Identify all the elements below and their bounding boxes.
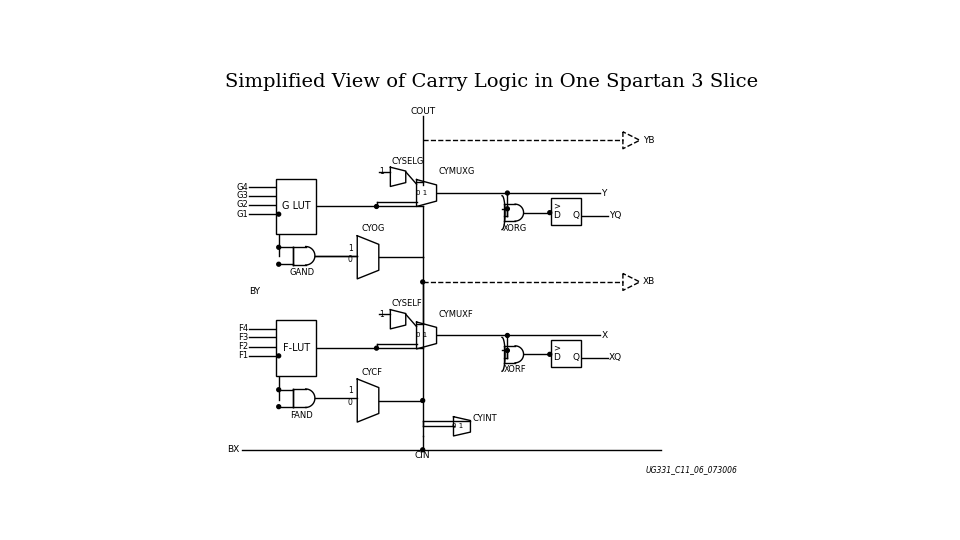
Circle shape [506,191,510,195]
Text: Y: Y [601,188,607,198]
Circle shape [276,262,280,266]
Text: CIN: CIN [415,451,430,461]
Bar [276,320,317,376]
Text: >: > [554,343,561,353]
Circle shape [420,399,424,402]
Text: CYOG: CYOG [361,224,384,233]
Text: Simplified View of Carry Logic in One Spartan 3 Slice: Simplified View of Carry Logic in One Sp… [226,73,758,91]
Text: COUT: COUT [410,106,435,116]
Circle shape [420,280,424,284]
Text: G2: G2 [236,200,248,210]
Text: 1: 1 [379,167,384,177]
Text: 0 1: 0 1 [416,190,427,196]
Circle shape [506,207,510,211]
Text: BX: BX [228,446,239,454]
Circle shape [420,448,424,452]
Text: YB: YB [643,136,655,145]
Bar [550,340,582,367]
Text: XORG: XORG [503,224,527,233]
Text: YQ: YQ [609,211,621,220]
Text: CYSELG: CYSELG [391,157,423,166]
Circle shape [374,205,378,208]
Text: CYINT: CYINT [472,414,497,423]
Text: CYMUXG: CYMUXG [438,167,474,177]
Circle shape [548,211,552,214]
Text: CYCF: CYCF [361,368,382,376]
Circle shape [548,353,552,356]
Text: FAND: FAND [291,410,313,420]
Text: F3: F3 [238,333,248,342]
Text: G4: G4 [236,183,248,192]
Text: CYSELF: CYSELF [391,299,421,308]
Circle shape [374,346,378,350]
Text: G1: G1 [236,210,248,219]
Text: XQ: XQ [609,354,622,362]
Text: Q: Q [572,211,579,220]
Text: CYMUXF: CYMUXF [438,310,473,319]
Bar [550,198,582,225]
Text: F2: F2 [238,342,248,351]
Text: BY: BY [250,287,260,296]
Text: 0: 0 [348,255,352,264]
Text: UG331_C11_06_073006: UG331_C11_06_073006 [646,465,738,474]
Text: >: > [554,201,561,210]
Text: 1: 1 [379,310,384,319]
Circle shape [276,405,280,409]
Circle shape [506,348,510,353]
Text: G LUT: G LUT [282,201,311,212]
Circle shape [506,334,510,338]
Circle shape [276,245,280,249]
Circle shape [276,388,280,392]
Text: G3: G3 [236,191,248,200]
Text: 0 1: 0 1 [416,333,427,339]
Text: XORF: XORF [504,365,526,374]
Circle shape [276,354,280,358]
Text: GAND: GAND [289,268,314,277]
Text: 1: 1 [348,244,352,253]
Text: XB: XB [643,278,655,286]
Text: 1: 1 [348,386,352,395]
Text: F-LUT: F-LUT [283,343,310,353]
Text: F1: F1 [238,352,248,360]
Bar [276,179,317,234]
Text: 0: 0 [348,397,352,407]
Text: Q: Q [572,354,579,362]
Text: D: D [554,354,561,362]
Circle shape [276,212,280,216]
Text: X: X [601,331,608,340]
Text: 0 1: 0 1 [452,423,463,429]
Text: D: D [554,211,561,220]
Text: F4: F4 [238,325,248,333]
